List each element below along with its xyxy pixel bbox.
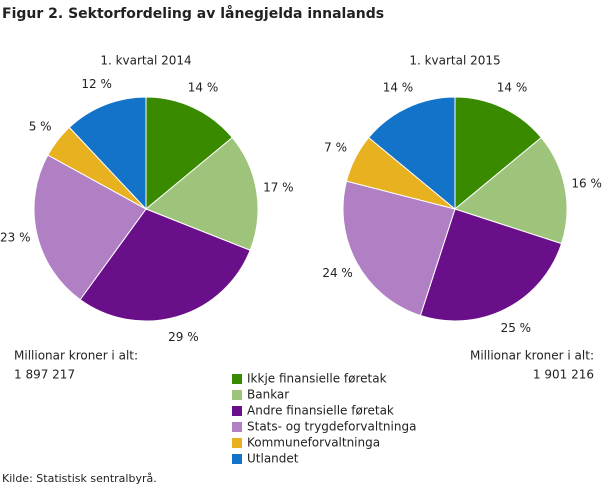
slice-label: 5 % (29, 119, 52, 133)
pie-slice (33, 154, 147, 301)
legend-label: Utlandet (247, 452, 299, 466)
slice-label: 14 % (188, 80, 219, 94)
total-title: Millionar kroner i alt: (14, 349, 138, 363)
legend-swatch (232, 422, 242, 432)
slice-label: 16 % (571, 176, 602, 190)
slice-label: 24 % (322, 266, 353, 280)
legend-label: Andre finansielle føretak (247, 404, 394, 418)
slice-label: 23 % (0, 231, 30, 245)
legend-swatch (232, 390, 242, 400)
pie-slice (453, 136, 568, 245)
pie-slice (79, 208, 251, 322)
slice-label: 14 % (383, 80, 414, 94)
total-value: 1 901 216 (533, 368, 594, 382)
pie-slice (68, 96, 147, 211)
pie-slice (342, 180, 456, 317)
legend-label: Bankar (247, 388, 289, 402)
legend-swatch (232, 374, 242, 384)
legend-label: Kommuneforvaltninga (247, 436, 380, 450)
pie-slice (145, 96, 234, 211)
total-value: 1 897 217 (14, 368, 75, 382)
legend-label: Ikkje finansielle føretak (247, 372, 387, 386)
slice-label: 17 % (263, 181, 294, 195)
pie-title: 1. kvartal 2015 (409, 54, 500, 68)
pie-slice (145, 136, 259, 251)
pie-slice (419, 208, 563, 322)
slice-label: 29 % (168, 330, 199, 344)
slice-label: 7 % (324, 141, 347, 155)
total-title: Millionar kroner i alt: (470, 349, 594, 363)
source: Kilde: Statistisk sentralbyrå. (2, 472, 157, 485)
legend-swatch (232, 454, 242, 464)
legend-swatch (232, 406, 242, 416)
slice-label: 14 % (497, 80, 528, 94)
slice-label: 25 % (501, 321, 532, 335)
pie-slice (454, 96, 543, 211)
slice-label: 12 % (81, 77, 112, 91)
legend-swatch (232, 438, 242, 448)
legend-label: Stats- og trygdeforvaltninga (247, 420, 416, 434)
pie-title: 1. kvartal 2014 (100, 54, 191, 68)
figure-title: Figur 2. Sektorfordeling av lånegjelda i… (2, 5, 384, 22)
pie-slice (367, 96, 456, 211)
